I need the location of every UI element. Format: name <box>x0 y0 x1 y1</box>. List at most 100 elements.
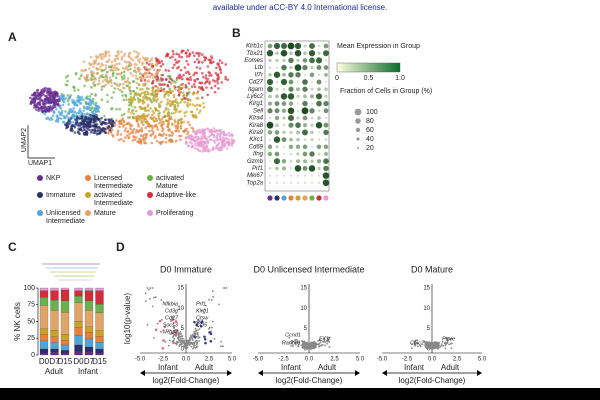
umap-cell <box>136 92 140 96</box>
umap-cell <box>152 116 156 119</box>
gene-label: Sell <box>253 108 264 114</box>
umap-cell <box>209 61 212 65</box>
dot <box>310 87 314 91</box>
cluster-dot <box>267 195 273 201</box>
volcano-point <box>194 327 197 330</box>
umap-cell <box>105 80 109 83</box>
dot <box>268 138 272 141</box>
umap-cell <box>65 124 69 128</box>
umap-cell <box>147 87 150 91</box>
umap-cell <box>67 116 70 120</box>
umap-cell <box>221 136 225 139</box>
umap-cell <box>73 86 76 90</box>
umap-cell <box>95 107 99 111</box>
axis-label: % NK cells <box>13 302 22 341</box>
umap-cell <box>60 97 64 101</box>
bar-segment <box>84 338 94 348</box>
umap-cell <box>180 117 183 121</box>
umap-cell <box>139 138 143 141</box>
umap-cell <box>103 130 107 134</box>
umap-cell <box>189 138 193 142</box>
umap-cell <box>152 68 156 72</box>
umap-cell <box>82 98 85 101</box>
panel-label: C <box>8 240 17 254</box>
umap-cell <box>210 55 213 58</box>
dot <box>323 108 329 114</box>
umap-cell <box>34 96 38 99</box>
volcano-point <box>313 343 315 346</box>
umap-cell <box>103 68 106 72</box>
x-tick-label: D0 <box>39 357 50 366</box>
volcano-point <box>185 346 188 349</box>
umap-cell <box>132 112 136 115</box>
umap-cell <box>52 102 56 105</box>
umap-cell <box>227 131 231 135</box>
umap-cell <box>129 127 132 131</box>
umap-cell <box>217 77 220 80</box>
umap-cell <box>150 141 154 145</box>
volcano-point <box>178 345 181 347</box>
volcano-point <box>447 337 449 339</box>
volcano-point <box>451 342 453 345</box>
direction-label: Infant <box>158 363 179 372</box>
volcano-point <box>190 334 192 337</box>
bar-segment <box>50 310 59 331</box>
dot <box>309 57 315 64</box>
umap-cell <box>160 124 163 128</box>
umap-cell <box>126 77 130 80</box>
dot <box>275 166 279 171</box>
bar-segment <box>39 348 49 354</box>
umap-cell <box>199 141 202 145</box>
umap-cell <box>121 77 124 81</box>
volcano-point <box>195 346 198 349</box>
volcano-point <box>306 345 308 348</box>
umap-cell <box>89 113 92 117</box>
umap-cell <box>115 119 118 122</box>
dot <box>267 130 273 135</box>
umap-cell <box>138 68 142 71</box>
umap-cell <box>182 120 186 124</box>
bar-segment <box>39 334 49 342</box>
umap-cell <box>89 130 93 134</box>
umap-cell <box>149 133 153 137</box>
dot <box>303 138 307 141</box>
volcano-point <box>327 338 330 341</box>
volcano-point <box>154 296 157 298</box>
umap-cell <box>48 108 51 111</box>
volcano-point <box>328 346 331 348</box>
gene-label: Ly6c2 <box>247 94 264 100</box>
umap-cell <box>162 110 166 114</box>
gene-label: Klra9 <box>249 130 264 136</box>
y-tick-label: 10 <box>300 306 307 312</box>
umap-cell <box>100 85 104 88</box>
dot <box>309 151 315 157</box>
legend-label: Proliferating <box>156 210 193 217</box>
umap-cell <box>206 127 210 131</box>
umap-cell <box>103 118 107 122</box>
umap-cell <box>125 65 128 69</box>
umap-cell <box>117 72 121 76</box>
umap-cell <box>201 88 205 91</box>
gene-label: Ranbp1 <box>282 340 301 346</box>
umap-cell <box>146 59 149 62</box>
dot <box>325 81 327 83</box>
volcano-point <box>160 299 163 301</box>
umap-cell <box>158 121 161 125</box>
umap-cell <box>136 67 140 71</box>
umap-cell <box>164 68 168 72</box>
dot <box>281 137 287 143</box>
umap-cell <box>55 98 59 102</box>
umap-cell <box>134 56 138 59</box>
umap-cell <box>192 54 196 57</box>
volcano-point <box>173 337 176 340</box>
umap-cell <box>112 66 116 70</box>
gene-label: Nfkbia <box>162 301 178 307</box>
umap-cell <box>71 116 75 119</box>
umap-cell <box>184 71 188 74</box>
volcano-point <box>196 333 199 336</box>
x-tick-label: D0 <box>73 357 84 366</box>
umap-cell <box>120 75 124 79</box>
umap-cell <box>212 127 216 130</box>
umap-cell <box>52 95 55 99</box>
umap-cell <box>128 85 132 89</box>
